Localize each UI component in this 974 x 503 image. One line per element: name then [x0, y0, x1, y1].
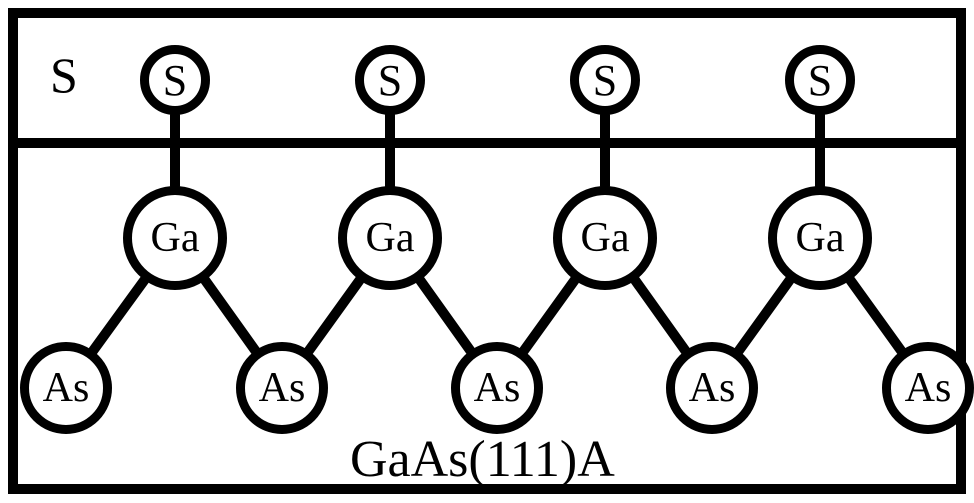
- node-ga1-label: Ga: [151, 214, 200, 262]
- layer-divider: [8, 138, 966, 148]
- node-ga3: Ga: [553, 186, 657, 290]
- label-bottom-caption: GaAs(111)A: [350, 430, 615, 489]
- node-s3-label: S: [593, 55, 617, 106]
- node-as1-label: As: [43, 364, 90, 412]
- node-as3-label: As: [474, 364, 521, 412]
- node-ga2-label: Ga: [366, 214, 415, 262]
- node-ga3-label: Ga: [581, 214, 630, 262]
- node-as2-label: As: [259, 364, 306, 412]
- node-s1-label: S: [163, 55, 187, 106]
- node-ga2: Ga: [338, 186, 442, 290]
- node-as4-label: As: [689, 364, 736, 412]
- node-s4: S: [785, 45, 855, 115]
- node-as5-label: As: [905, 364, 952, 412]
- node-s3: S: [570, 45, 640, 115]
- diagram-root: S GaAs(111)A S S S S Ga Ga Ga Ga As As A…: [0, 0, 974, 503]
- node-as1: As: [20, 342, 112, 434]
- label-top-left-s: S: [50, 46, 78, 104]
- node-as5: As: [882, 342, 974, 434]
- node-as3: As: [451, 342, 543, 434]
- node-ga4: Ga: [768, 186, 872, 290]
- node-s1: S: [140, 45, 210, 115]
- node-s4-label: S: [808, 55, 832, 106]
- node-as2: As: [236, 342, 328, 434]
- node-s2: S: [355, 45, 425, 115]
- node-s2-label: S: [378, 55, 402, 106]
- node-ga1: Ga: [123, 186, 227, 290]
- node-as4: As: [666, 342, 758, 434]
- node-ga4-label: Ga: [796, 214, 845, 262]
